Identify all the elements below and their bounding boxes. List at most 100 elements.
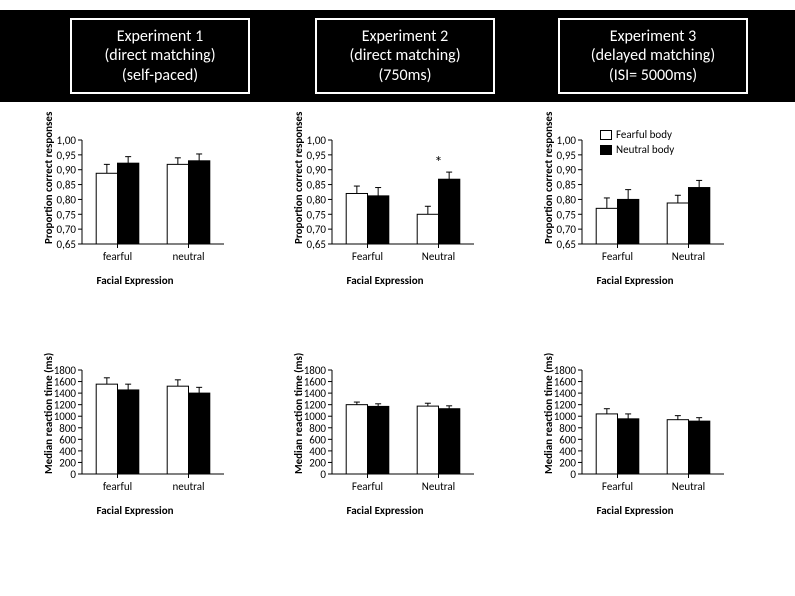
chart-svg: 020040060080010001200140016001800Fearful… (290, 360, 480, 510)
y-tick-label: 1,00 (57, 134, 77, 147)
y-tick-label: 1400 (554, 387, 577, 400)
y-tick-label: 0,90 (307, 164, 327, 177)
bar (417, 406, 438, 474)
header-box-line: (self-paced) (122, 66, 198, 85)
y-tick-label: 1400 (304, 387, 327, 400)
y-tick-label: 0,80 (307, 193, 327, 206)
y-tick-label: 0,70 (557, 223, 577, 236)
bar-chart: Proportion correct responses0,650,700,75… (40, 130, 230, 306)
y-tick-label: 0,95 (307, 149, 326, 162)
bar (667, 203, 688, 244)
x-category-label: Neutral (422, 250, 455, 263)
header-box-line: Experiment 3 (610, 27, 696, 46)
y-tick-label: 0,75 (307, 208, 326, 221)
y-tick-label: 400 (559, 445, 576, 458)
y-tick-label: 200 (309, 456, 326, 469)
y-tick-label: 600 (59, 433, 76, 446)
y-tick-label: 1200 (554, 399, 577, 412)
y-tick-label: 1800 (554, 364, 577, 377)
header-box-line: (ISI= 5000ms) (609, 66, 697, 85)
bar (189, 393, 210, 474)
y-tick-label: 0,85 (57, 179, 76, 192)
header-box-experiment-2: Experiment 2(direct matching)(750ms) (315, 18, 495, 94)
bar (417, 214, 438, 244)
y-tick-label: 1000 (304, 410, 327, 423)
header-box-line: (direct matching) (349, 46, 460, 65)
x-category-label: Neutral (672, 250, 705, 263)
bar (368, 406, 389, 474)
y-tick-label: 0,90 (557, 164, 577, 177)
x-category-label: Fearful (352, 480, 383, 493)
y-tick-label: 0,85 (557, 179, 576, 192)
y-tick-label: 0,95 (557, 149, 576, 162)
bar (439, 409, 460, 474)
header-box-line: (750ms) (378, 66, 431, 85)
chart-svg: 0,650,700,750,800,850,900,951,00FearfulN… (540, 130, 730, 280)
y-tick-label: 800 (309, 422, 326, 435)
y-tick-label: 0,85 (307, 179, 326, 192)
y-tick-label: 400 (309, 445, 326, 458)
bar (368, 196, 389, 244)
y-axis-title: Proportion correct responses (542, 112, 555, 244)
x-axis-title: Facial Expression (540, 274, 730, 287)
y-axis-title: Proportion correct responses (42, 112, 55, 244)
y-tick-label: 1200 (54, 399, 77, 412)
y-tick-label: 1,00 (307, 134, 327, 147)
bar (118, 390, 139, 474)
bar-chart: Proportion correct responses0,650,700,75… (540, 130, 730, 306)
bar-chart: Proportion correct responses0,650,700,75… (290, 130, 480, 306)
y-tick-label: 0,70 (307, 223, 327, 236)
header-box-line: Experiment 1 (117, 27, 203, 46)
y-tick-label: 0,80 (57, 193, 77, 206)
y-tick-label: 1600 (54, 376, 77, 389)
x-axis-title: Facial Expression (540, 504, 730, 517)
y-tick-label: 800 (59, 422, 76, 435)
bar (96, 173, 117, 244)
x-category-label: neutral (172, 250, 204, 263)
y-tick-label: 200 (59, 456, 76, 469)
header-box-experiment-1: Experiment 1(direct matching)(self-paced… (70, 18, 250, 94)
bar (667, 420, 688, 474)
header-box-line: (delayed matching) (591, 46, 715, 65)
y-tick-label: 200 (559, 456, 576, 469)
bar (689, 421, 710, 474)
bar (96, 384, 117, 474)
x-category-label: neutral (172, 480, 204, 493)
x-category-label: Fearful (352, 250, 383, 263)
chart-svg: 0,650,700,750,800,850,900,951,00fearfuln… (40, 130, 230, 280)
x-category-label: Neutral (422, 480, 455, 493)
y-tick-label: 0 (70, 468, 76, 481)
bar-chart: Median reaction time (ms)020040060080010… (290, 360, 480, 536)
chart-svg: 0,65 0,70 0,75 0,800,85 0,90 0,95 1,00 Fearful N… (290, 130, 480, 280)
bar-chart: Median reaction time (ms)020040060080010… (40, 360, 230, 536)
bar (596, 414, 617, 474)
significance-star: * (435, 153, 443, 172)
y-tick-label: 0,75 (557, 208, 576, 221)
y-tick-label: 800 (559, 422, 576, 435)
y-tick-label: 0,90 (57, 164, 77, 177)
header-box-line: Experiment 2 (362, 27, 448, 46)
chart-svg: 020040060080010001200140016001800fearful… (40, 360, 230, 510)
y-tick-label: 0,65 (57, 238, 76, 251)
y-tick-label: 600 (559, 433, 576, 446)
y-tick-label: 1400 (54, 387, 77, 400)
bar (596, 208, 617, 244)
x-category-label: Fearful (602, 480, 633, 493)
x-category-label: fearful (103, 250, 132, 263)
y-tick-label: 0,65 (307, 238, 326, 251)
bar (618, 419, 639, 474)
y-tick-label: 1800 (54, 364, 77, 377)
y-tick-label: 600 (309, 433, 326, 446)
y-tick-label: 0,70 (57, 223, 77, 236)
y-tick-label: 1000 (554, 410, 577, 423)
y-axis-title: Proportion correct responses (292, 112, 305, 244)
x-axis-title: Facial Expression (290, 504, 480, 517)
x-category-label: Neutral (672, 480, 705, 493)
y-tick-label: 1200 (304, 399, 327, 412)
y-tick-label: 1800 (304, 364, 327, 377)
bar (618, 199, 639, 244)
bar (689, 188, 710, 244)
y-tick-label: 1600 (304, 376, 327, 389)
x-category-label: Fearful (602, 250, 633, 263)
x-axis-title: Facial Expression (40, 274, 230, 287)
